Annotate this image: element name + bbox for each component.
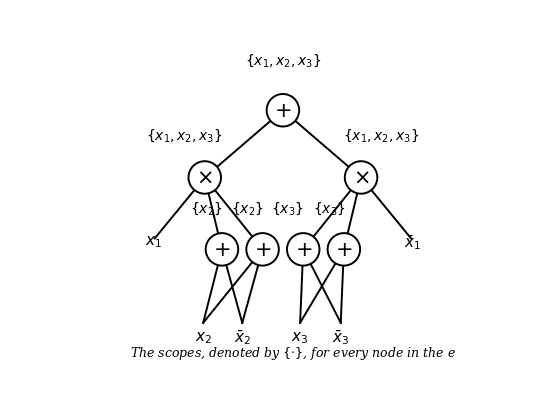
- Text: $x_2$: $x_2$: [195, 329, 212, 345]
- Text: $\bar{x}_1$: $\bar{x}_1$: [404, 232, 421, 252]
- Text: $\{x_2\}$: $\{x_2\}$: [231, 200, 263, 216]
- Text: $\times$: $\times$: [353, 168, 369, 188]
- Circle shape: [267, 95, 299, 127]
- Text: $+$: $+$: [335, 240, 353, 259]
- Text: $\bar{x}_3$: $\bar{x}_3$: [332, 328, 349, 346]
- Circle shape: [188, 162, 221, 194]
- Circle shape: [246, 234, 279, 266]
- Circle shape: [206, 234, 238, 266]
- Circle shape: [327, 234, 360, 266]
- Text: $\{x_3\}$: $\{x_3\}$: [313, 200, 346, 216]
- Text: $+$: $+$: [295, 240, 312, 259]
- Text: $\{x_1, x_2, x_3\}$: $\{x_1, x_2, x_3\}$: [245, 52, 321, 69]
- Text: $+$: $+$: [254, 240, 271, 259]
- Text: The scopes, denoted by $\{\cdot\}$, for every node in the e: The scopes, denoted by $\{\cdot\}$, for …: [130, 344, 455, 361]
- Circle shape: [287, 234, 320, 266]
- Text: $x_3$: $x_3$: [291, 329, 309, 345]
- Text: $+$: $+$: [274, 102, 291, 120]
- Text: $\times$: $\times$: [197, 168, 213, 188]
- Text: $+$: $+$: [213, 240, 231, 259]
- Text: $x_1$: $x_1$: [145, 234, 162, 250]
- Text: $\bar{x}_2$: $\bar{x}_2$: [233, 328, 251, 346]
- Text: $\{x_1, x_2, x_3\}$: $\{x_1, x_2, x_3\}$: [146, 127, 222, 144]
- Circle shape: [345, 162, 378, 194]
- Text: $\{x_3\}$: $\{x_3\}$: [271, 200, 304, 216]
- Text: $\{x_1, x_2, x_3\}$: $\{x_1, x_2, x_3\}$: [343, 127, 420, 144]
- Text: $\{x_2\}$: $\{x_2\}$: [190, 200, 222, 216]
